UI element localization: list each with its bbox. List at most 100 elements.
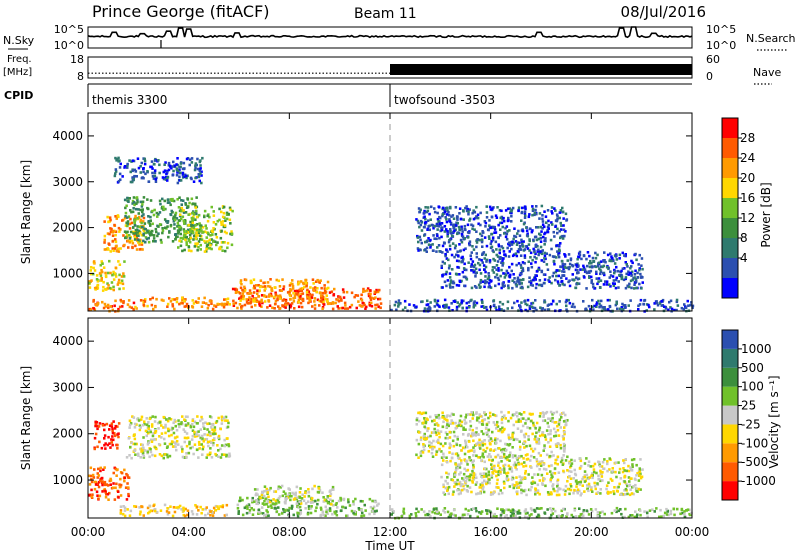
data-cell <box>186 158 189 161</box>
data-cell <box>448 451 451 454</box>
data-cell <box>601 306 604 309</box>
data-cell <box>559 413 562 416</box>
data-cell <box>168 231 171 234</box>
data-cell <box>89 286 92 289</box>
data-cell <box>535 205 538 208</box>
data-cell <box>124 165 127 168</box>
data-cell <box>343 296 346 299</box>
data-cell <box>478 421 481 424</box>
data-cell <box>114 175 117 178</box>
data-cell <box>150 451 153 454</box>
data-cell <box>524 216 527 219</box>
data-cell <box>404 306 407 309</box>
data-cell <box>567 266 570 269</box>
data-cell <box>224 419 227 422</box>
data-cell <box>215 305 218 308</box>
data-cell <box>380 302 383 305</box>
data-cell <box>501 431 504 434</box>
data-cell <box>648 306 651 309</box>
data-cell <box>187 198 190 201</box>
data-cell <box>534 261 537 264</box>
data-cell <box>220 230 223 233</box>
data-cell <box>462 307 465 310</box>
data-cell <box>538 452 541 455</box>
data-cell <box>511 241 514 244</box>
data-cell <box>180 237 183 240</box>
data-cell <box>595 472 598 475</box>
data-cell <box>170 300 173 303</box>
data-cell <box>152 240 155 243</box>
data-cell <box>168 162 171 165</box>
data-cell <box>453 445 456 448</box>
data-cell <box>314 500 317 503</box>
data-cell <box>620 477 623 480</box>
data-cell <box>298 281 301 284</box>
data-cell <box>160 424 163 427</box>
data-cell <box>166 225 169 228</box>
data-cell <box>347 501 350 504</box>
data-cell <box>611 257 614 260</box>
data-cell <box>182 209 185 212</box>
data-cell <box>448 493 451 496</box>
data-cell <box>524 472 527 475</box>
data-cell <box>460 449 463 452</box>
data-cell <box>655 300 658 303</box>
data-cell <box>485 222 488 225</box>
data-cell <box>224 224 227 227</box>
data-cell <box>559 242 562 245</box>
data-cell <box>289 495 292 498</box>
data-cell <box>177 222 180 225</box>
data-cell <box>484 279 487 282</box>
data-cell <box>640 264 643 267</box>
data-cell <box>610 260 613 263</box>
data-cell <box>209 447 212 450</box>
data-cell <box>657 304 660 307</box>
data-cell <box>449 460 452 463</box>
data-cell <box>520 264 523 267</box>
data-cell <box>476 256 479 259</box>
data-cell <box>534 482 537 485</box>
data-cell <box>500 217 503 220</box>
data-cell <box>180 179 183 182</box>
data-cell <box>489 412 492 415</box>
data-cell <box>288 293 291 296</box>
data-cell <box>195 210 198 213</box>
data-cell <box>638 479 641 482</box>
data-cell <box>426 300 429 303</box>
data-cell <box>591 299 594 302</box>
data-cell <box>519 512 522 515</box>
data-cell <box>537 238 540 241</box>
data-cell <box>619 308 622 311</box>
data-cell <box>498 305 501 308</box>
data-cell <box>322 511 325 514</box>
data-cell <box>507 287 510 290</box>
data-cell <box>193 213 196 216</box>
data-cell <box>643 303 646 306</box>
data-cell <box>548 276 551 279</box>
data-cell <box>310 501 313 504</box>
data-cell <box>132 232 135 235</box>
data-cell <box>635 474 638 477</box>
data-cell <box>132 207 135 210</box>
data-cell <box>429 435 432 438</box>
data-cell <box>501 222 504 225</box>
data-cell <box>447 437 450 440</box>
data-cell <box>565 485 568 488</box>
data-cell <box>618 274 621 277</box>
data-cell <box>306 291 309 294</box>
data-cell <box>518 475 521 478</box>
data-cell <box>198 447 201 450</box>
data-cell <box>200 229 203 232</box>
data-cell <box>617 270 620 273</box>
data-cell <box>126 231 129 234</box>
data-cell <box>447 473 450 476</box>
data-cell <box>499 467 502 470</box>
data-cell <box>472 507 475 510</box>
data-cell <box>541 285 544 288</box>
data-cell <box>520 478 523 481</box>
data-cell <box>428 243 431 246</box>
data-cell <box>547 220 550 223</box>
data-cell <box>579 251 582 254</box>
data-cell <box>452 491 455 494</box>
data-cell <box>166 454 169 457</box>
